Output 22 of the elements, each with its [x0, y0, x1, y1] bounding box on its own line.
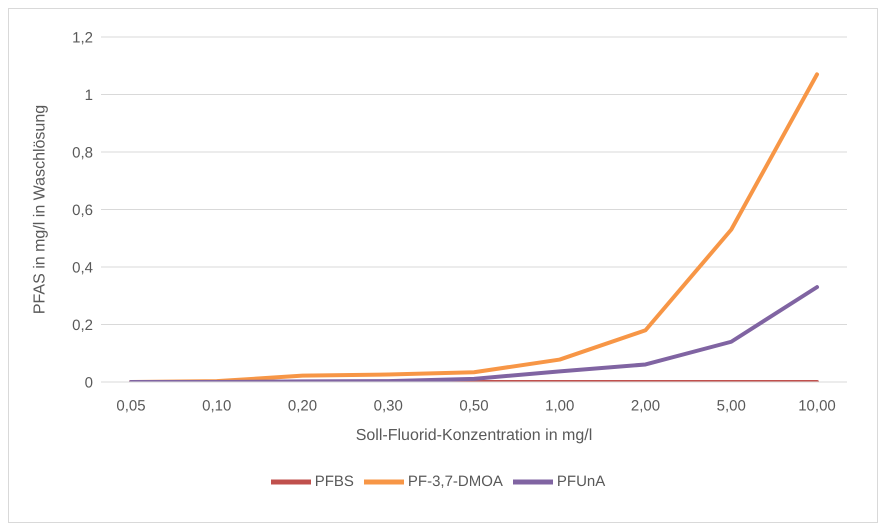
- legend-label: PFUnA: [556, 472, 606, 490]
- y-tick-label: 1,2: [72, 29, 93, 46]
- x-tick-label: 0,05: [116, 398, 146, 415]
- x-tick-label: 5,00: [716, 398, 746, 415]
- legend-label: PFBS: [314, 472, 354, 490]
- x-tick-label: 1,00: [545, 398, 574, 415]
- y-axis-title: PFAS in mg/l in Waschlösung: [32, 104, 49, 314]
- x-tick-label: 2,00: [630, 398, 660, 415]
- y-tick-label: 1: [84, 86, 93, 104]
- y-tick-label: 0,4: [72, 259, 93, 276]
- x-axis-title: Soll-Fluorid-Konzentration in mg/l: [356, 427, 592, 444]
- y-tick-label: 0: [84, 374, 93, 392]
- y-tick-label: 0,8: [72, 144, 93, 162]
- y-tick-label: 0,6: [72, 202, 93, 219]
- x-tick-label: 0,20: [288, 398, 318, 415]
- x-tick-label: 0,10: [202, 398, 232, 415]
- x-tick-label: 10,00: [798, 398, 836, 415]
- x-tick-label: 0,50: [459, 398, 489, 415]
- line-series: [129, 285, 819, 382]
- y-tick-label: 0,2: [72, 316, 93, 334]
- x-tick-label: 0,30: [374, 398, 403, 415]
- legend-label: PF-3,7-DMOA: [408, 472, 503, 490]
